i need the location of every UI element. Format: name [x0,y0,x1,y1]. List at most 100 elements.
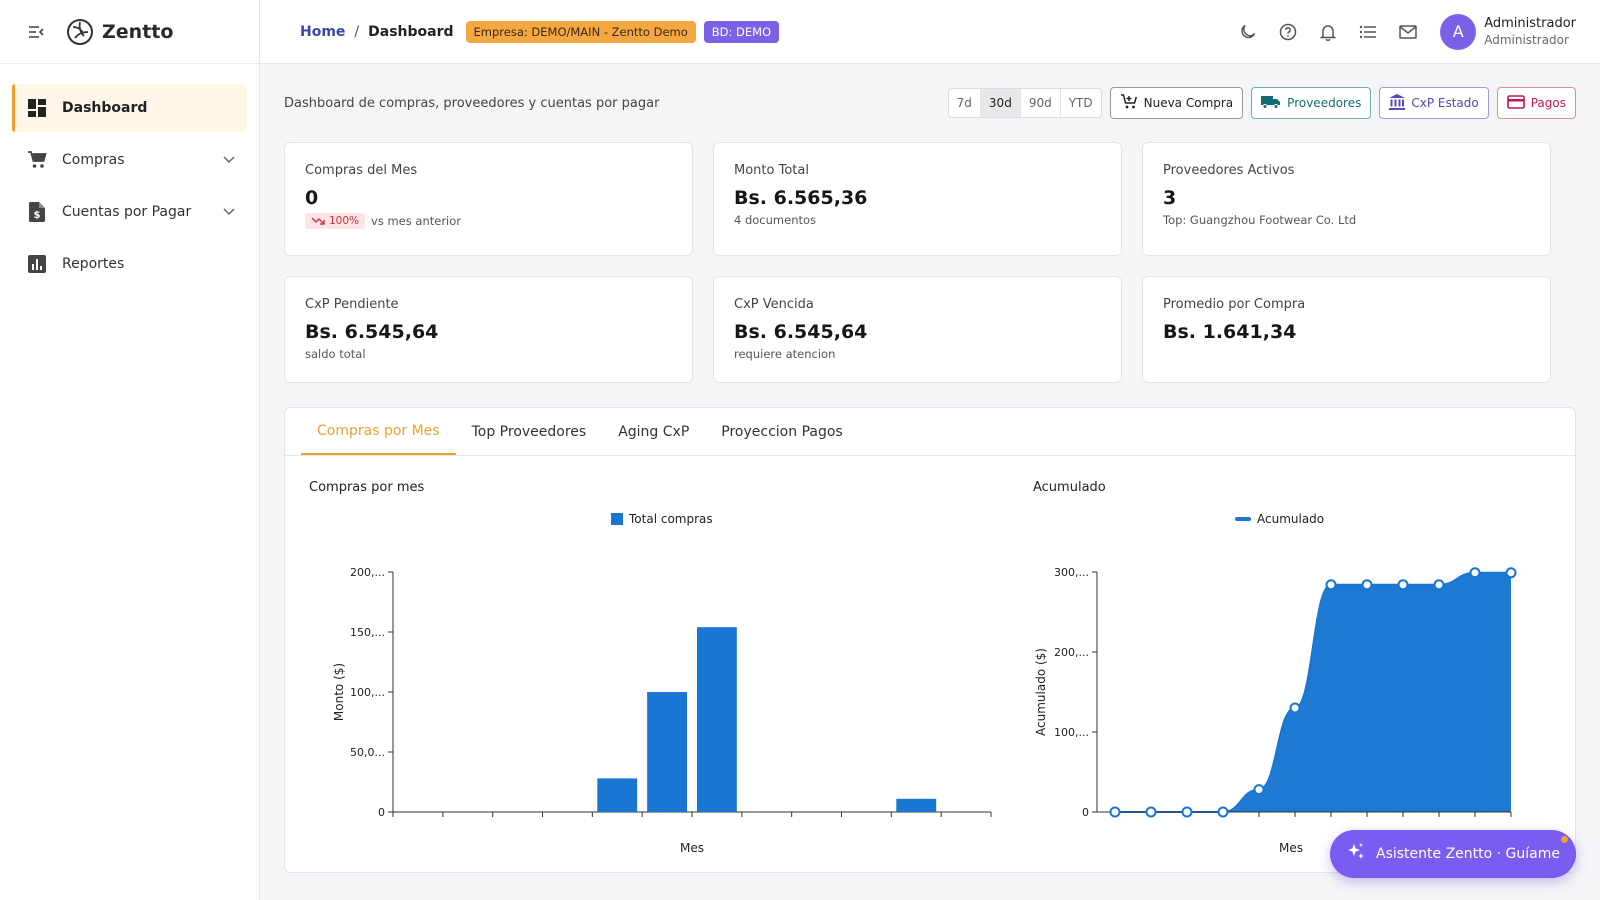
mail-icon[interactable] [1388,12,1428,52]
pagos-button[interactable]: Pagos [1496,87,1576,119]
empresa-badge[interactable]: Empresa: DEMO/MAIN - Zentto Demo [465,20,696,43]
avatar[interactable]: A [1440,13,1477,50]
cart-icon [26,149,48,171]
kpi-value: 3 [1163,187,1177,209]
bar-chart-title: Compras por mes [309,480,425,495]
data-point [1505,567,1517,579]
main-content: Dashboard de compras, proveedores y cuen… [260,64,1600,900]
user-info[interactable]: Administrador Administrador [1484,15,1576,49]
nueva-compra-button[interactable]: Nueva Compra [1109,87,1244,119]
assistant-button[interactable]: Asistente Zentto · Guíame [1330,830,1576,878]
user-name: Administrador [1484,15,1576,31]
proveedores-button[interactable]: Proveedores [1251,87,1372,119]
kpi-card-compras-del-mes[interactable]: Compras del Mes 0 100% vs mes anterior [284,142,693,256]
cxp-estado-label: CxP Estado [1411,96,1479,110]
y-tick-label: 200,... [350,566,385,579]
chevron-down-icon [221,204,237,220]
add-cart-icon [1120,93,1138,113]
breadcrumb-home-link[interactable]: Home [300,23,346,40]
assistant-label: Asistente Zentto · Guíame [1376,846,1560,862]
range-90d-button[interactable]: 90d [1021,89,1061,117]
trend-chip: 100% [305,213,366,229]
tab-top-proveedores[interactable]: Top Proveedores [471,423,587,440]
logo[interactable]: Zentto [66,18,173,46]
legend-label: Acumulado [1257,512,1325,526]
bar-chart: 0 50,0... 100,... 150,... 200,... Monto ($) Me… [332,566,992,855]
brand-name: Zentto [102,20,174,43]
tab-compras-por-mes[interactable]: Compras por Mes [301,408,456,455]
kpi-card-cxp-pendiente[interactable]: CxP Pendiente Bs. 6.545,64 saldo total [284,276,693,383]
database-badge[interactable]: BD: DEMO [703,20,780,43]
y-tick-label: 150,... [350,626,385,639]
kpi-grid-row-1: Compras del Mes 0 100% vs mes anterior M… [284,142,1576,256]
kpi-title: CxP Pendiente [305,297,399,312]
area-chart: 0 100,... 200,... 300,... Acumulado ($) Mes [1034,566,1517,855]
kpi-subtitle: saldo total [305,347,366,361]
bell-icon[interactable] [1308,12,1348,52]
area-chart-legend[interactable]: Acumulado [1235,512,1324,526]
trend-value: 100% [329,215,360,227]
list-icon[interactable] [1348,12,1388,52]
bar-chart-legend[interactable]: Total compras [611,512,713,526]
legend-label: Total compras [629,512,713,526]
sidebar-item-dashboard[interactable]: Dashboard [12,84,247,132]
bar [597,778,638,812]
zentto-logo-icon [67,18,93,45]
kpi-title: Promedio por Compra [1163,297,1306,312]
tab-proyeccion-pagos[interactable]: Proyeccion Pagos [721,423,843,440]
kpi-card-cxp-vencida[interactable]: CxP Vencida Bs. 6.545,64 requiere atenci… [713,276,1122,383]
sparkle-icon [1346,842,1366,866]
kpi-title: CxP Vencida [734,297,814,312]
cxp-estado-button[interactable]: CxP Estado [1379,87,1489,119]
data-point [1397,579,1409,591]
bar-chart-icon [26,253,48,275]
help-icon[interactable] [1268,12,1308,52]
sidebar-item-compras[interactable]: Compras [12,136,247,184]
data-point [1253,784,1265,796]
credit-card-icon [1506,94,1525,112]
range-30d-button[interactable]: 30d [980,89,1021,117]
kpi-value: Bs. 6.545,64 [734,321,868,343]
kpi-card-proveedores-activos[interactable]: Proveedores Activos 3 Top: Guangzhou Foo… [1142,142,1551,256]
kpi-value: Bs. 6.545,64 [305,321,439,343]
bank-icon [1389,93,1406,113]
y-tick-label: 0 [1082,806,1089,819]
y-tick-label: 200,... [1054,646,1089,659]
user-role: Administrador [1484,32,1569,47]
kpi-card-monto-total[interactable]: Monto Total Bs. 6.565,36 4 documentos [713,142,1122,256]
dashboard-toolbar: Dashboard de compras, proveedores y cuen… [284,64,1576,142]
moon-icon[interactable] [1228,12,1268,52]
kpi-card-promedio-por-compra[interactable]: Promedio por Compra Bs. 1.641,34 [1142,276,1551,383]
bar [647,692,688,812]
kpi-subtitle: requiere atencion [734,347,836,361]
sidebar-nav: Dashboard Compras $ Cuentas por Pagar [0,64,259,288]
area-chart-title: Acumulado [1033,480,1106,495]
dashboard-icon [26,97,48,119]
chart-tabs: Compras por Mes Top Proveedores Aging Cx… [285,408,1575,456]
kpi-title: Proveedores Activos [1163,163,1295,178]
range-7d-button[interactable]: 7d [949,89,981,117]
sidebar-item-cuentas-por-pagar[interactable]: $ Cuentas por Pagar [12,188,247,236]
kpi-grid-row-2: CxP Pendiente Bs. 6.545,64 saldo total C… [284,276,1576,383]
sidebar-item-reportes[interactable]: Reportes [12,240,247,288]
notification-dot [1561,836,1568,843]
menu-collapse-icon[interactable] [24,20,48,44]
legend-swatch [1235,517,1251,521]
top-header: Home / Dashboard Empresa: DEMO/MAIN - Ze… [260,0,1600,64]
y-tick-label: 100,... [1054,726,1089,739]
range-ytd-button[interactable]: YTD [1068,96,1093,110]
kpi-value: 0 [305,187,319,209]
nueva-compra-label: Nueva Compra [1143,96,1234,110]
data-point [1217,806,1229,818]
x-axis-label: Mes [680,841,704,855]
sidebar: Zentto Dashboard Compras $ Cuentas por P… [0,0,260,900]
tab-aging-cxp[interactable]: Aging CxP [618,423,690,440]
truck-icon [1261,95,1281,112]
bar [896,798,937,812]
data-point [1433,579,1445,591]
legend-swatch [611,513,623,525]
page-subtitle: Dashboard de compras, proveedores y cuen… [284,95,660,111]
sidebar-item-label: Compras [62,152,125,168]
y-tick-label: 0 [378,806,385,819]
kpi-subtitle: Top: Guangzhou Footwear Co. Ltd [1163,213,1357,227]
